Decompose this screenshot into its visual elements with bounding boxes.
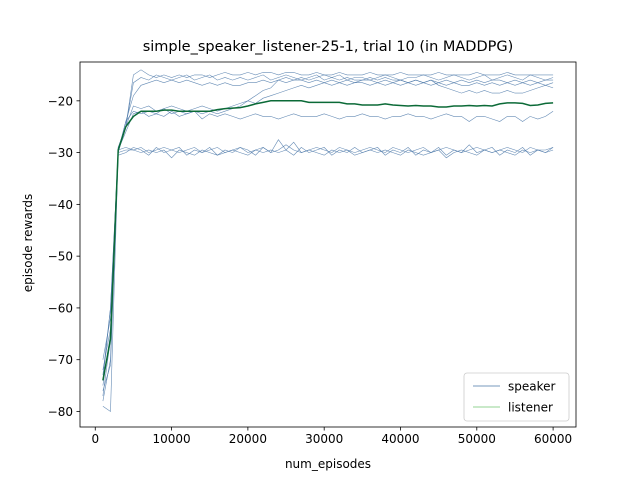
x-axis-label: num_episodes [285,457,371,471]
y-tick-label: −70 [48,353,73,367]
y-tick-label: −40 [48,198,73,212]
x-tick-label: 20000 [229,432,267,446]
x-tick-label: 40000 [381,432,419,446]
x-tick-label: 60000 [534,432,572,446]
legend: speaker listener [463,372,570,422]
mean-series-line [102,100,554,381]
y-tick-label: −30 [48,146,73,160]
y-tick-label: −50 [48,250,73,264]
x-tick-label: 10000 [152,432,190,446]
speaker-series-line-7 [102,141,554,413]
series-layer [102,69,554,413]
speaker-series-line-9 [102,144,554,396]
y-axis-label: episode rewards [21,194,35,293]
speaker-series-line-2 [102,74,554,402]
plot-frame [79,61,577,428]
speaker-series-line-5 [102,74,554,360]
speaker-series-line-6 [102,110,554,376]
speaker-series-line-1 [102,69,554,381]
y-tick-label: −60 [48,301,73,315]
legend-box [463,372,570,422]
x-tick-label: 0 [91,432,99,446]
speaker-series-line-3 [102,79,554,386]
y-tick-label: −20 [48,94,73,108]
axes-layer: 0 10000 20000 30000 40000 50000 60000 −80 −70 −60… [48,61,577,446]
y-tick-label: −80 [48,405,73,419]
legend-label-speaker: speaker [508,380,556,394]
legend-label-listener: listener [508,401,553,415]
x-tick-label: 30000 [305,432,343,446]
chart-title: simple_speaker_listener-25-1, trial 10 (… [143,39,514,55]
x-tick-label: 50000 [458,432,496,446]
